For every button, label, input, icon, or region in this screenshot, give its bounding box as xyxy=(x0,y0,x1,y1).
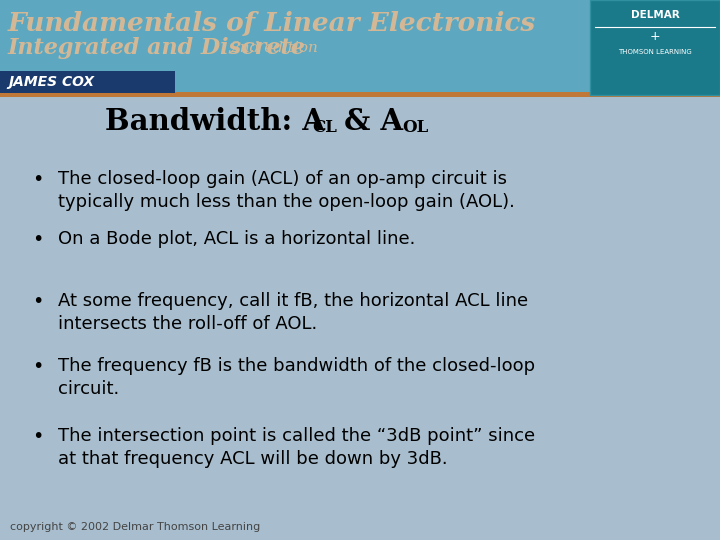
Text: Bandwidth: A: Bandwidth: A xyxy=(105,107,325,137)
Text: +: + xyxy=(649,30,660,44)
Text: JAMES COX: JAMES COX xyxy=(8,75,94,89)
Text: The closed-loop gain (ACL) of an op-amp circuit is
typically much less than the : The closed-loop gain (ACL) of an op-amp … xyxy=(58,170,515,211)
Bar xyxy=(0,92,720,97)
Text: 2nd edition: 2nd edition xyxy=(230,41,318,55)
Text: OL: OL xyxy=(402,118,428,136)
Bar xyxy=(0,0,720,95)
Text: copyright © 2002 Delmar Thomson Learning: copyright © 2002 Delmar Thomson Learning xyxy=(10,522,260,532)
Text: The frequency fB is the bandwidth of the closed-loop
circuit.: The frequency fB is the bandwidth of the… xyxy=(58,357,535,398)
Text: Integrated and Discrete: Integrated and Discrete xyxy=(8,37,306,59)
Text: On a Bode plot, ACL is a horizontal line.: On a Bode plot, ACL is a horizontal line… xyxy=(58,230,415,248)
Text: THOMSON LEARNING: THOMSON LEARNING xyxy=(618,49,692,55)
Bar xyxy=(590,0,720,95)
Text: Fundamentals of Linear Electronics: Fundamentals of Linear Electronics xyxy=(8,10,536,36)
Text: DELMAR: DELMAR xyxy=(631,10,680,20)
Bar xyxy=(0,71,175,93)
Text: •: • xyxy=(32,230,44,249)
Text: •: • xyxy=(32,292,44,311)
Text: The intersection point is called the “3dB point” since
at that frequency ACL wil: The intersection point is called the “3d… xyxy=(58,427,535,468)
Text: CL: CL xyxy=(312,118,337,136)
Text: •: • xyxy=(32,357,44,376)
Text: & A: & A xyxy=(334,107,403,137)
Text: •: • xyxy=(32,170,44,189)
Text: •: • xyxy=(32,427,44,446)
Text: At some frequency, call it fB, the horizontal ACL line
intersects the roll-off o: At some frequency, call it fB, the horiz… xyxy=(58,292,528,333)
